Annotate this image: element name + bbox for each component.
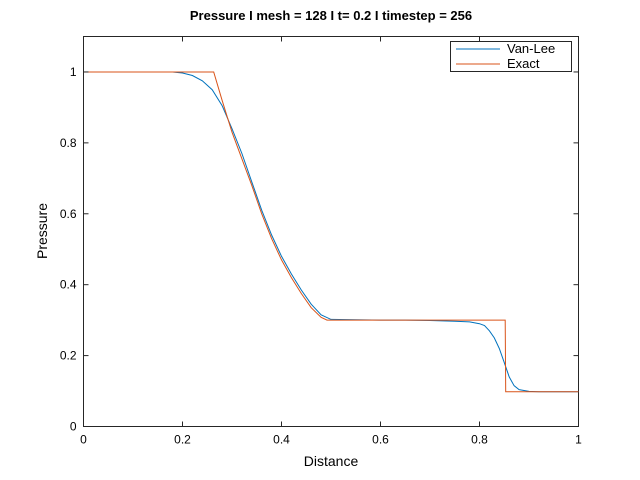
x-tick-label: 0.6 xyxy=(372,433,389,447)
y-tick-label: 0.8 xyxy=(60,136,77,150)
legend-box xyxy=(450,41,572,72)
y-tick-label: 0 xyxy=(70,420,77,434)
y-tick-label: 0.4 xyxy=(60,278,77,292)
plot-area: 0 0.2 0.4 0.6 0.8 1 0 0.2 0.4 0.6 0.8 1 xyxy=(60,36,582,447)
legend-label-exact: Exact xyxy=(507,56,540,71)
y-tick-label: 0.2 xyxy=(60,349,77,363)
chart-title: Pressure I mesh = 128 I t= 0.2 I timeste… xyxy=(190,8,472,23)
y-axis-ticks: 0 0.2 0.4 0.6 0.8 1 xyxy=(60,65,579,434)
y-axis-label: Pressure xyxy=(34,203,50,259)
series-layer xyxy=(83,71,579,393)
x-axis-label: Distance xyxy=(304,453,359,469)
x-tick-label: 0.2 xyxy=(174,433,191,447)
x-tick-label: 0 xyxy=(80,433,87,447)
y-tick-label: 0.6 xyxy=(60,207,77,221)
x-tick-label: 1 xyxy=(575,433,582,447)
plot-frame xyxy=(83,36,579,427)
x-tick-label: 0.4 xyxy=(273,433,290,447)
legend: Van-Lee Exact xyxy=(450,41,572,72)
x-axis-ticks: 0 0.2 0.4 0.6 0.8 1 xyxy=(80,36,582,447)
x-tick-label: 0.8 xyxy=(471,433,488,447)
y-tick-label: 1 xyxy=(70,65,77,79)
series-line-exact xyxy=(83,71,579,393)
legend-label-van-lee: Van-Lee xyxy=(507,41,555,56)
